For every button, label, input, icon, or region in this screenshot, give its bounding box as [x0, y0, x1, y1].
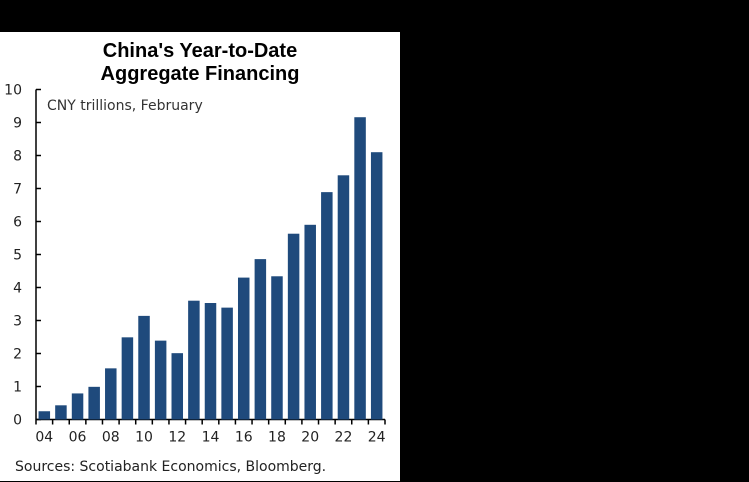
x-tick-label: 16	[235, 430, 253, 446]
y-axis: 0 1 2 3 4 5 6 7 8 9 10	[4, 83, 41, 429]
chart-panel: China's Year-to-Date Aggregate Financing…	[0, 32, 400, 481]
bar-14	[204, 303, 217, 420]
chart-title-line-2: Aggregate Financing	[100, 63, 300, 85]
bar-22	[337, 175, 350, 420]
bar-20	[304, 224, 316, 420]
x-tick-label: 20	[301, 430, 319, 446]
bar-18	[271, 276, 283, 420]
bar-13	[188, 300, 200, 420]
x-tick-label: 22	[335, 430, 353, 446]
y-tick-label: 6	[13, 215, 22, 231]
x-axis: 04 06 08 10 12 14 16 18 20 22 24	[35, 418, 386, 446]
x-tick-label: 10	[135, 430, 153, 446]
bar-11	[154, 340, 167, 420]
chart-subtitle: CNY trillions, February	[47, 98, 203, 114]
bar-10	[138, 315, 150, 420]
x-tick-label: 08	[102, 430, 120, 446]
bar-series	[38, 117, 383, 420]
x-tick-label: 18	[268, 430, 286, 446]
bar-05	[55, 405, 67, 420]
y-tick-label: 7	[13, 182, 22, 198]
bar-21	[321, 192, 333, 420]
y-tick-label: 8	[13, 149, 22, 165]
x-tick-label: 04	[35, 430, 53, 446]
bar-19	[287, 233, 300, 420]
y-tick-label: 4	[13, 281, 22, 297]
bar-06	[71, 393, 84, 420]
bar-17	[254, 259, 267, 420]
y-tick-label: 5	[13, 248, 22, 264]
bar-09	[121, 337, 134, 420]
y-tick-label: 9	[13, 116, 22, 132]
bar-15	[221, 307, 233, 420]
chart-title-line-1: China's Year-to-Date	[102, 40, 298, 62]
x-tick-label: 06	[69, 430, 87, 446]
bar-16	[237, 277, 250, 420]
source-note: Sources: Scotiabank Economics, Bloomberg…	[15, 459, 327, 475]
bar-23	[354, 117, 366, 420]
bar-12	[171, 353, 184, 420]
y-tick-label: 0	[13, 413, 22, 429]
y-tick-label: 1	[13, 380, 22, 396]
x-tick-label: 24	[368, 430, 386, 446]
bar-08	[105, 368, 117, 420]
x-tick-label: 12	[168, 430, 186, 446]
y-tick-label: 3	[13, 314, 22, 330]
chart-title: China's Year-to-Date Aggregate Financing	[0, 40, 400, 86]
bar-07	[88, 386, 100, 420]
bar-04	[38, 411, 51, 420]
y-tick-label: 10	[4, 83, 22, 99]
bar-24	[370, 152, 383, 420]
y-tick-label: 2	[13, 347, 22, 363]
x-tick-label: 14	[202, 430, 220, 446]
